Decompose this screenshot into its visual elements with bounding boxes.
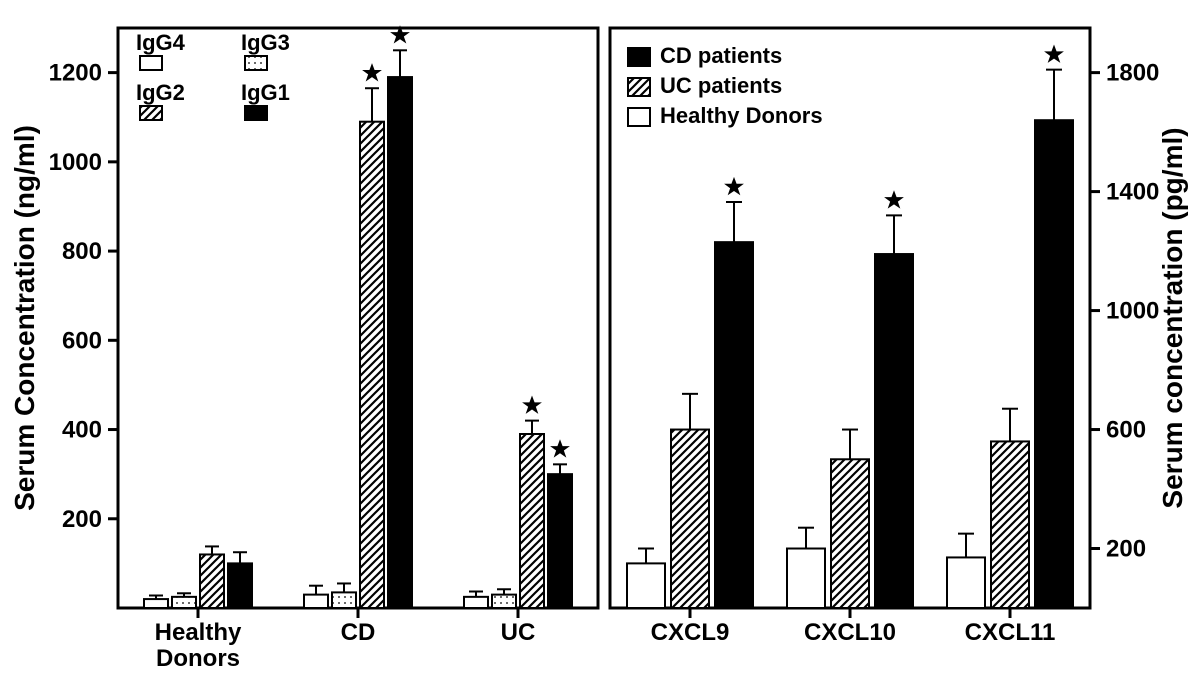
left-legend-label: IgG1 [241,80,290,105]
right-bar [1035,120,1073,608]
right-y-axis-label: Serum concentration (pg/ml) [1157,127,1188,508]
left-category-label: UC [501,619,536,646]
left-legend-swatch [140,56,162,70]
left-category-label: Healthy [155,619,242,646]
left-bar [548,474,572,608]
significance-star-icon [550,439,570,457]
right-legend-label: UC patients [660,73,782,98]
significance-star-icon [724,177,744,195]
right-bar [947,557,985,608]
right-bar [627,563,665,608]
right-bar [787,549,825,608]
left-y-tick-label: 800 [62,238,102,265]
left-legend-label: IgG2 [136,80,185,105]
right-y-tick-label: 200 [1106,536,1146,563]
left-bar [492,595,516,608]
right-category-label: CXCL10 [804,619,896,646]
chart-svg: 200 400 600 800 1000 1200 Serum Concentration … [0,0,1200,697]
left-bar [388,77,412,608]
left-bar [464,597,488,608]
right-category-label: CXCL9 [651,619,730,646]
right-bar [875,254,913,608]
chart-container: 200 400 600 800 1000 1200 Serum Concentration … [0,0,1200,697]
left-bar [228,563,252,608]
right-y-tick-label: 1400 [1106,179,1159,206]
left-bar [172,597,196,608]
significance-star-icon [1044,45,1064,63]
right-y-tick-label: 1800 [1106,60,1159,87]
left-bar [360,122,384,608]
right-bar [671,430,709,608]
left-category-label: Donors [156,645,240,672]
left-y-tick-label: 1200 [49,60,102,87]
right-bar [831,459,869,608]
left-y-tick-label: 400 [62,417,102,444]
right-legend-label: CD patients [660,43,782,68]
left-legend-swatch [140,106,162,120]
significance-star-icon [884,190,904,208]
left-bar [520,434,544,608]
left-legend-label: IgG4 [136,30,186,55]
right-legend-swatch [628,78,650,96]
left-y-tick-label: 600 [62,327,102,354]
left-y-axis-label: Serum Concentration (ng/ml) [9,125,40,511]
left-bar [332,592,356,608]
significance-star-icon [362,63,382,81]
right-bar [991,441,1029,608]
right-legend-label: Healthy Donors [660,103,823,128]
right-y-tick-label: 600 [1106,417,1146,444]
right-legend-swatch [628,108,650,126]
left-legend-swatch [245,106,267,120]
left-bar [304,595,328,608]
left-y-tick-label: 200 [62,506,102,533]
left-bar [200,554,224,608]
left-legend-swatch [245,56,267,70]
right-legend-swatch [628,48,650,66]
left-category-label: CD [341,619,376,646]
left-y-tick-label: 1000 [49,149,102,176]
right-y-tick-label: 1000 [1106,298,1159,325]
significance-star-icon [522,396,542,414]
right-category-label: CXCL11 [965,619,1056,646]
left-legend-label: IgG3 [241,30,290,55]
left-bar [144,599,168,608]
right-bar [715,242,753,608]
